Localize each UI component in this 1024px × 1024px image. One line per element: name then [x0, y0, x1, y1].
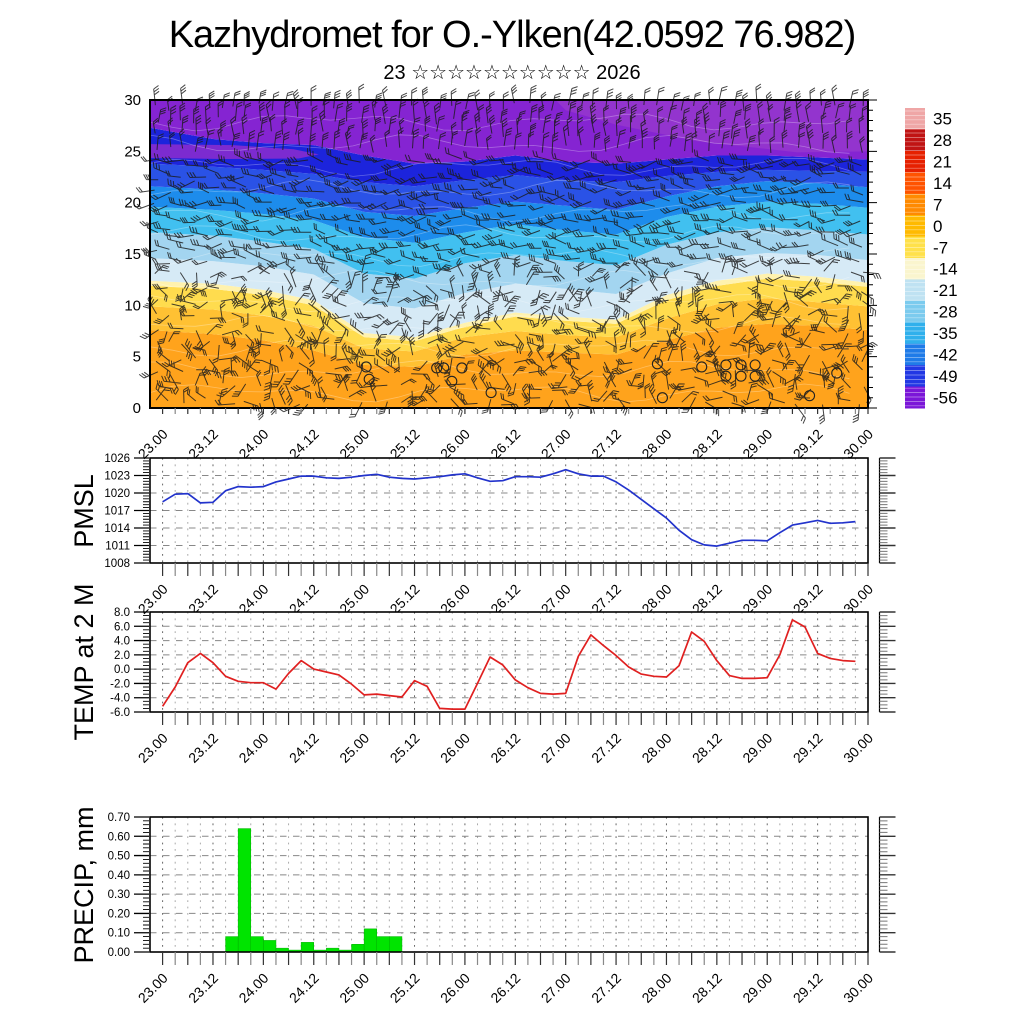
svg-text:0.00: 0.00	[108, 947, 130, 959]
svg-text:28: 28	[933, 131, 952, 150]
svg-text:0.50: 0.50	[108, 851, 130, 863]
svg-text:26.00: 26.00	[437, 970, 473, 1006]
svg-text:24.00: 24.00	[235, 970, 271, 1006]
svg-text:1008: 1008	[104, 558, 130, 570]
svg-text:27.00: 27.00	[538, 426, 574, 462]
cross-section-chart: 0 5 10 15 20 25 30 23.00 23.12 24.00 24.12 25.00 25.…	[124, 83, 882, 462]
svg-text:21: 21	[933, 153, 952, 172]
svg-text:-35: -35	[933, 324, 958, 343]
svg-text:28.00: 28.00	[638, 730, 674, 766]
svg-text:1011: 1011	[105, 541, 130, 553]
svg-text:-28: -28	[933, 303, 958, 322]
svg-text:24.12: 24.12	[286, 970, 322, 1006]
svg-text:24.00: 24.00	[235, 426, 271, 462]
svg-text:24.12: 24.12	[286, 426, 322, 462]
svg-text:-14: -14	[933, 260, 958, 279]
svg-text:23.00: 23.00	[135, 426, 171, 462]
svg-text:-2.0: -2.0	[110, 678, 130, 690]
svg-text:0: 0	[133, 400, 141, 417]
svg-text:23.12: 23.12	[185, 730, 221, 766]
svg-text:29.12: 29.12	[790, 730, 826, 766]
svg-text:30.00: 30.00	[840, 970, 876, 1006]
page-title: Kazhydromet for O.-Ylken(42.0592 76.982)	[168, 14, 857, 56]
svg-text:23.12: 23.12	[185, 970, 221, 1006]
svg-text:0: 0	[933, 217, 942, 236]
svg-text:27.00: 27.00	[538, 730, 574, 766]
svg-text:0.20: 0.20	[108, 908, 130, 920]
svg-text:25.00: 25.00	[336, 426, 372, 462]
svg-text:29.00: 29.00	[739, 730, 775, 766]
svg-text:-56: -56	[933, 388, 958, 407]
svg-text:30: 30	[124, 92, 141, 109]
svg-text:25.12: 25.12	[387, 730, 423, 766]
svg-text:2.0: 2.0	[114, 650, 130, 662]
precip-chart: 0.00 0.10 0.20 0.30 0.40 0.50 0.60 0.70 23.00 23.…	[108, 812, 896, 1006]
svg-text:28.12: 28.12	[689, 970, 725, 1006]
svg-text:15: 15	[124, 246, 141, 263]
svg-text:0.0: 0.0	[114, 664, 130, 676]
svg-text:8.0: 8.0	[114, 607, 130, 619]
svg-text:30.00: 30.00	[840, 426, 876, 462]
svg-text:25.00: 25.00	[336, 730, 372, 766]
svg-text:27.12: 27.12	[588, 730, 624, 766]
svg-text:7: 7	[933, 195, 942, 214]
svg-text:29.12: 29.12	[790, 426, 826, 462]
svg-text:27.12: 27.12	[588, 426, 624, 462]
svg-text:25.00: 25.00	[336, 970, 372, 1006]
svg-text:26.00: 26.00	[437, 426, 473, 462]
svg-text:30.00: 30.00	[840, 730, 876, 766]
temp2m-chart: -6.0 -4.0 -2.0 0.0 2.0 4.0 6.0 8.0 23.00 23.12 24.…	[110, 607, 896, 766]
svg-text:-7: -7	[933, 238, 948, 257]
svg-text:26.00: 26.00	[437, 730, 473, 766]
svg-text:1026: 1026	[104, 453, 130, 465]
svg-text:26.12: 26.12	[487, 970, 523, 1006]
svg-text:-42: -42	[933, 345, 958, 364]
svg-text:27.00: 27.00	[538, 970, 574, 1006]
svg-text:29.00: 29.00	[739, 970, 775, 1006]
svg-text:28.12: 28.12	[689, 730, 725, 766]
svg-text:24.00: 24.00	[235, 730, 271, 766]
svg-text:28.12: 28.12	[689, 426, 725, 462]
svg-text:10: 10	[124, 297, 141, 314]
svg-text:0.60: 0.60	[108, 831, 130, 843]
svg-text:23.00: 23.00	[135, 970, 171, 1006]
svg-text:24.12: 24.12	[286, 730, 322, 766]
svg-text:1023: 1023	[104, 471, 130, 483]
svg-text:26.12: 26.12	[487, 426, 523, 462]
svg-text:1014: 1014	[104, 523, 130, 535]
svg-text:25.12: 25.12	[387, 970, 423, 1006]
svg-text:1020: 1020	[104, 488, 130, 500]
svg-text:0.10: 0.10	[108, 928, 130, 940]
svg-text:25.12: 25.12	[387, 426, 423, 462]
svg-text:-6.0: -6.0	[110, 707, 130, 719]
svg-text:0.70: 0.70	[108, 812, 130, 824]
svg-text:29.12: 29.12	[790, 970, 826, 1006]
svg-text:23.00: 23.00	[135, 730, 171, 766]
svg-text:27.12: 27.12	[588, 970, 624, 1006]
svg-text:-49: -49	[933, 367, 958, 386]
svg-text:0.30: 0.30	[108, 889, 130, 901]
date-subtitle: 23 ☆☆☆☆☆☆☆☆☆☆ 2026	[383, 62, 641, 84]
svg-text:35: 35	[933, 110, 952, 129]
svg-text:5: 5	[133, 349, 141, 366]
svg-text:26.12: 26.12	[487, 730, 523, 766]
svg-text:4.0: 4.0	[114, 636, 130, 648]
svg-text:-4.0: -4.0	[110, 693, 130, 705]
svg-text:28.00: 28.00	[638, 426, 674, 462]
svg-text:6.0: 6.0	[114, 621, 130, 633]
svg-text:-21: -21	[933, 281, 958, 300]
temperature-colorbar: 35 28 21 14 7 0 -7 -14 -21 -28 -35 -42 -49 -56	[905, 108, 958, 409]
svg-text:0.40: 0.40	[108, 870, 130, 882]
svg-text:28.00: 28.00	[638, 970, 674, 1006]
svg-text:25: 25	[124, 143, 141, 160]
svg-text:1017: 1017	[104, 506, 130, 518]
svg-text:29.00: 29.00	[739, 426, 775, 462]
svg-text:23.12: 23.12	[185, 426, 221, 462]
svg-text:20: 20	[124, 195, 141, 212]
svg-text:14: 14	[933, 174, 952, 193]
